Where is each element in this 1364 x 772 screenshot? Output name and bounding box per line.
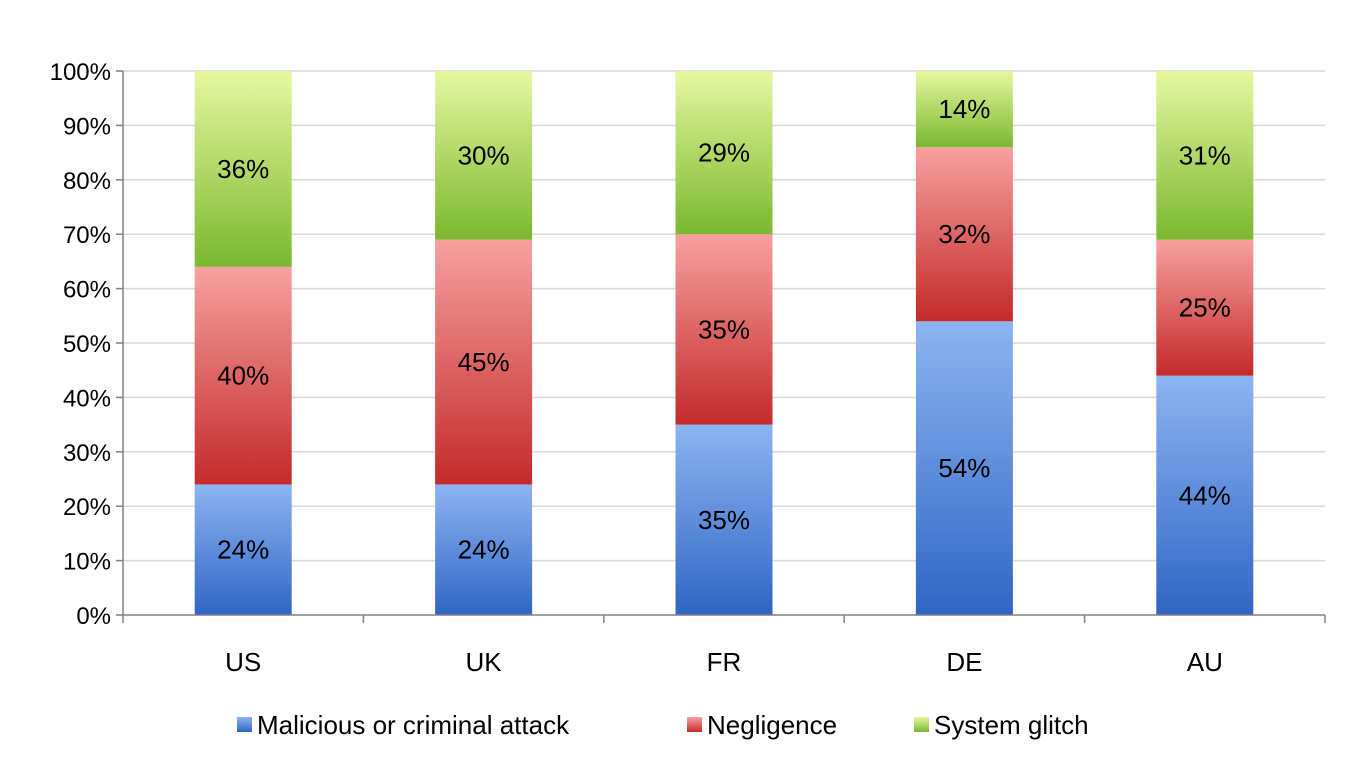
legend-swatch — [914, 717, 929, 732]
legend-swatch — [687, 717, 702, 732]
y-tick-label: 10% — [63, 549, 111, 576]
data-label: 32% — [938, 219, 990, 249]
bar-segment-au-1 — [1156, 239, 1254, 376]
data-label: 40% — [217, 361, 269, 391]
x-tick-label: UK — [466, 647, 503, 677]
y-tick-label: 100% — [50, 59, 111, 86]
data-label: 24% — [217, 535, 269, 565]
data-label: 24% — [458, 535, 510, 565]
data-label: 30% — [458, 140, 510, 170]
data-label: 36% — [217, 154, 269, 184]
x-tick-label: US — [225, 647, 261, 677]
data-label: 35% — [698, 314, 750, 344]
bars: 24% 40% 36% 24% 45% 30% 35% 35% 29% 54% 32% 14% 44% 2… — [194, 71, 1254, 615]
data-label: 44% — [1179, 480, 1231, 510]
x-tick-label: FR — [707, 647, 742, 677]
bar-segment-de-0 — [915, 321, 1013, 615]
bar-segment-fr-1 — [675, 234, 773, 425]
x-tick-label: AU — [1187, 647, 1223, 677]
legend-label: System glitch — [934, 710, 1089, 740]
y-tick-label: 0% — [76, 603, 111, 630]
y-tick-label: 70% — [63, 222, 111, 249]
y-tick-label: 60% — [63, 277, 111, 304]
data-label: 31% — [1179, 140, 1231, 170]
bar-segment-fr-2 — [675, 71, 773, 235]
bar-segment-us-0 — [194, 484, 292, 615]
x-tick-label: DE — [946, 647, 982, 677]
legend-label: Malicious or criminal attack — [257, 710, 570, 740]
bar-segment-fr-0 — [675, 424, 773, 615]
legend-label: Negligence — [707, 710, 837, 740]
y-tick-label: 80% — [63, 168, 111, 195]
y-tick-label: 90% — [63, 113, 111, 140]
bar-segment-uk-2 — [435, 71, 533, 240]
y-tick-label: 40% — [63, 385, 111, 412]
bar-segment-au-2 — [1156, 71, 1254, 240]
bar-segment-au-0 — [1156, 375, 1254, 615]
data-label: 54% — [938, 453, 990, 483]
y-tick-label: 20% — [63, 494, 111, 521]
legend: Malicious or criminal attack Negligence Sy… — [237, 710, 1089, 740]
data-label: 14% — [938, 94, 990, 124]
y-tick-label: 50% — [63, 331, 111, 358]
x-axis: US UK FR DE AU — [122, 614, 1326, 677]
bar-segment-us-2 — [194, 71, 292, 267]
bar-segment-uk-0 — [435, 484, 533, 615]
bar-segment-de-1 — [915, 147, 1013, 322]
y-axis: 0% 10% 20% 30% 40% 50% 60% 70% 80% 90% 100% — [50, 59, 124, 630]
legend-swatch — [237, 717, 252, 732]
data-label: 45% — [458, 347, 510, 377]
bar-segment-de-2 — [915, 71, 1013, 148]
data-label: 25% — [1179, 293, 1231, 323]
data-label: 29% — [698, 138, 750, 168]
data-label: 35% — [698, 505, 750, 535]
bar-segment-uk-1 — [435, 239, 533, 485]
y-tick-label: 30% — [63, 440, 111, 467]
bar-segment-us-1 — [194, 266, 292, 485]
